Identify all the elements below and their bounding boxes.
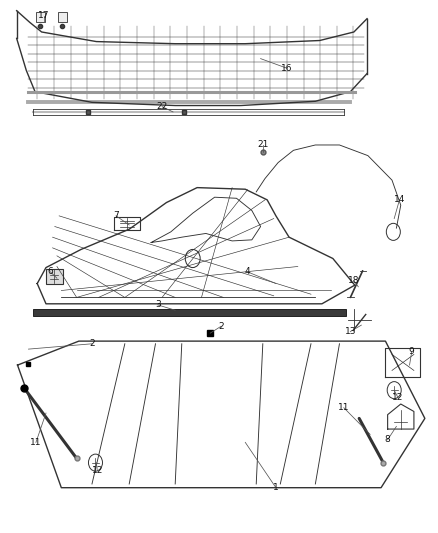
- Text: 16: 16: [281, 64, 293, 72]
- Text: 17: 17: [38, 12, 49, 20]
- Text: 22: 22: [156, 102, 168, 111]
- Text: 13: 13: [345, 327, 356, 336]
- FancyBboxPatch shape: [46, 269, 63, 284]
- Text: 12: 12: [392, 393, 403, 401]
- Bar: [58, 12, 67, 22]
- Text: 18: 18: [348, 277, 360, 285]
- Text: 2: 2: [219, 322, 224, 330]
- Text: 2: 2: [89, 340, 95, 348]
- Text: 1: 1: [273, 483, 279, 492]
- Text: 14: 14: [394, 196, 405, 204]
- Text: 11: 11: [338, 403, 350, 412]
- Text: 8: 8: [385, 435, 391, 444]
- Text: 6: 6: [47, 268, 53, 276]
- Text: 11: 11: [30, 438, 42, 447]
- Text: 4: 4: [245, 268, 250, 276]
- Bar: [36, 12, 45, 22]
- Text: 3: 3: [155, 301, 161, 309]
- Text: 7: 7: [113, 212, 119, 220]
- Text: 12: 12: [92, 466, 103, 474]
- Text: 9: 9: [409, 348, 415, 356]
- Bar: [33, 309, 346, 316]
- Text: 21: 21: [257, 141, 268, 149]
